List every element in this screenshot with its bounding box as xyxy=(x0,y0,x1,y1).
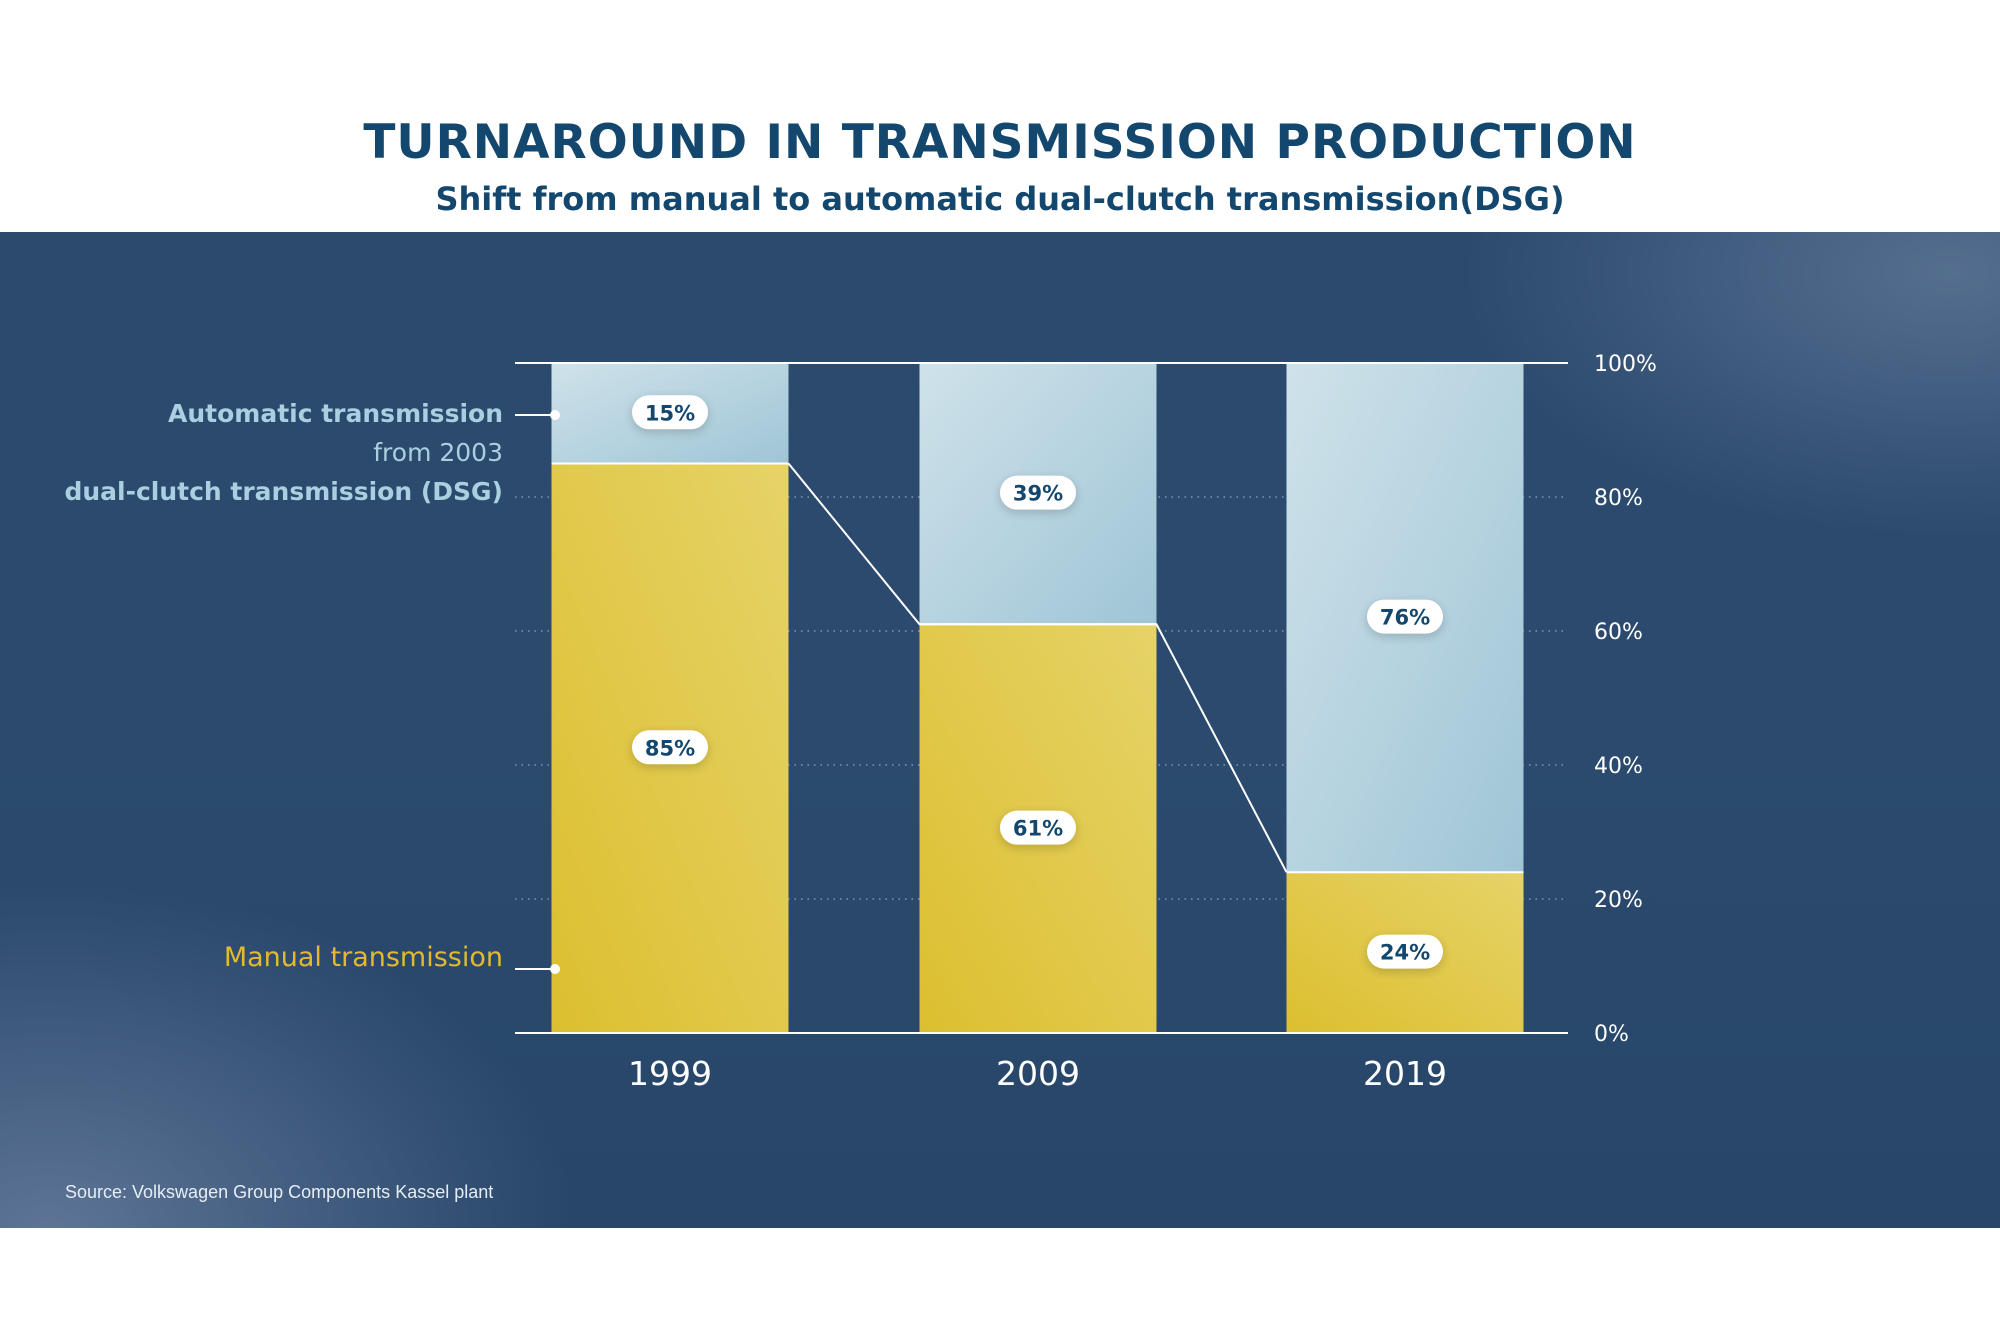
chart-panel: 85% 15% 61% 39% 24% 76% 1999 2009 2019 0% 20% 40% 6… xyxy=(0,232,2000,1228)
label-pill-automatic-2019 xyxy=(1367,599,1443,634)
legend: Automatic transmission from 2003 dual-cl… xyxy=(64,399,560,974)
chart-subtitle: Shift from manual to automatic dual-clut… xyxy=(435,180,1565,218)
connector-lines xyxy=(551,462,1524,874)
data-labels: 85% 15% 61% 39% 24% 76% xyxy=(632,395,1443,972)
label-pill-manual-1999 xyxy=(632,730,708,765)
data-label-automatic-2019: 76% xyxy=(1380,606,1430,630)
label-pill-automatic-2009 xyxy=(1000,475,1076,510)
source-note: Source: Volkswagen Group Components Kass… xyxy=(65,1182,494,1202)
legend-automatic-label: Automatic transmission xyxy=(168,399,503,428)
chart-title: TURNAROUND IN TRANSMISSION PRODUCTION xyxy=(363,115,1637,170)
legend-manual-dot xyxy=(550,964,560,974)
y-tick-label-80: 80% xyxy=(1594,486,1643,511)
label-pill-manual-2019 xyxy=(1367,934,1443,969)
x-tick-label-2009: 2009 xyxy=(996,1054,1080,1093)
y-tick-label-20: 20% xyxy=(1594,888,1643,913)
y-tick-label-40: 40% xyxy=(1594,754,1643,779)
y-tick-label-100: 100% xyxy=(1594,352,1657,377)
axes: 1999 2009 2019 0% 20% 40% 60% 80% 100% xyxy=(515,352,1657,1093)
x-tick-label-2019: 2019 xyxy=(1363,1054,1447,1093)
y-tick-label-0: 0% xyxy=(1594,1022,1629,1047)
data-label-automatic-1999: 15% xyxy=(645,401,695,425)
legend-dsg-label: dual-clutch transmission (DSG) xyxy=(64,477,503,506)
legend-automatic-dot xyxy=(550,410,560,420)
data-label-manual-2019: 24% xyxy=(1380,941,1430,965)
label-pill-manual-2009 xyxy=(1000,810,1076,845)
data-label-manual-1999: 85% xyxy=(645,736,695,760)
data-label-automatic-2009: 39% xyxy=(1013,482,1063,506)
legend-manual-label: Manual transmission xyxy=(224,942,503,973)
data-label-manual-2009: 61% xyxy=(1013,817,1063,841)
label-pill-automatic-1999 xyxy=(632,395,708,430)
y-tick-label-60: 60% xyxy=(1594,620,1643,645)
legend-automatic-sublabel: from 2003 xyxy=(373,438,503,467)
x-tick-label-1999: 1999 xyxy=(628,1054,712,1093)
stacked-bar-chart: 85% 15% 61% 39% 24% 76% 1999 2009 2019 0% 20% 40% 6… xyxy=(64,352,1657,1093)
